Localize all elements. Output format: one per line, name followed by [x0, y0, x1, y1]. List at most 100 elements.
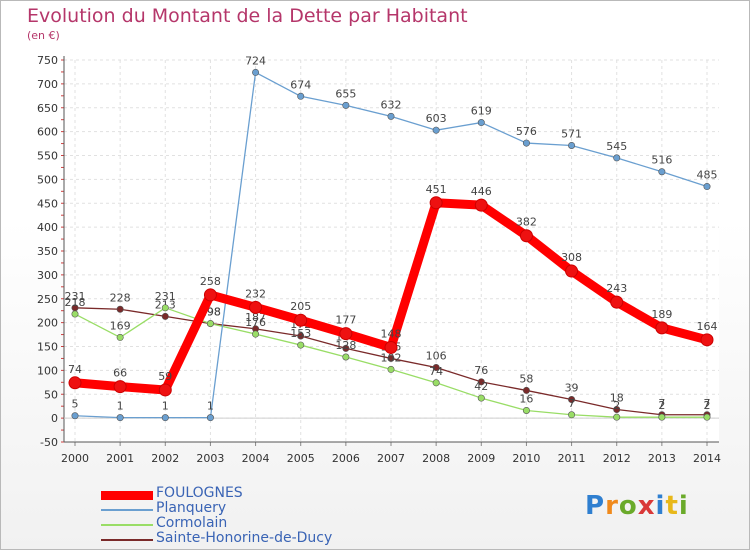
data-label-foulognes: 258	[200, 275, 221, 288]
data-label-planquery: 1	[207, 400, 214, 413]
data-label-sainte-honorine-de-ducy: 187	[245, 311, 266, 324]
logo-letter: r	[605, 491, 619, 521]
data-label-cormolain: 16	[519, 392, 533, 405]
data-label-planquery: 674	[290, 78, 311, 91]
data-label-cormolain: 176	[245, 316, 266, 329]
data-label-cormolain: 2	[613, 399, 620, 412]
data-label-planquery: 5	[72, 398, 79, 411]
data-point-foulognes	[68, 376, 82, 390]
data-label-sainte-honorine-de-ducy: 39	[565, 382, 579, 395]
data-label-cormolain: 128	[335, 339, 356, 352]
logo-letter: i	[655, 491, 666, 521]
data-label-planquery: 485	[697, 169, 718, 182]
data-label-foulognes: 66	[113, 367, 127, 380]
data-point-cormolain	[613, 413, 621, 421]
legend-swatch	[101, 509, 153, 511]
data-point-planquery	[522, 139, 530, 147]
data-point-sainte-honorine-de-ducy	[613, 406, 621, 414]
data-label-foulognes: 451	[426, 183, 447, 196]
data-point-sainte-honorine-de-ducy	[477, 378, 485, 386]
data-label-sainte-honorine-de-ducy: 58	[519, 372, 533, 385]
data-label-foulognes: 446	[471, 185, 492, 198]
data-label-planquery: 545	[606, 140, 627, 153]
data-label-sainte-honorine-de-ducy: 7	[658, 397, 665, 410]
data-point-cormolain	[432, 379, 440, 387]
data-point-foulognes	[339, 327, 353, 341]
legend-label: Sainte-Honorine-de-Ducy	[156, 530, 333, 546]
data-point-planquery	[432, 126, 440, 134]
data-label-planquery: 619	[471, 105, 492, 118]
logo-letter: P	[585, 491, 606, 521]
data-point-foulognes	[249, 300, 263, 314]
x-tick-label: 2013	[648, 452, 676, 465]
data-label-foulognes: 189	[651, 308, 672, 321]
data-point-cormolain	[568, 411, 576, 419]
proxiti-logo: Proxiti	[585, 491, 689, 521]
x-tick-label: 2011	[558, 452, 586, 465]
data-point-cormolain	[116, 333, 124, 341]
data-point-cormolain	[71, 310, 79, 318]
data-label-planquery: 603	[426, 112, 447, 125]
data-point-cormolain	[658, 413, 666, 421]
data-point-foulognes	[519, 229, 533, 243]
y-tick-label: 0	[51, 412, 58, 425]
data-point-planquery	[71, 412, 79, 420]
legend-label: Cormolain	[156, 515, 228, 531]
data-point-cormolain	[477, 394, 485, 402]
data-label-foulognes: 148	[381, 327, 402, 340]
data-point-cormolain	[342, 353, 350, 361]
data-label-cormolain: 169	[110, 319, 131, 332]
data-label-foulognes: 59	[158, 370, 172, 383]
y-tick-label: 300	[37, 269, 58, 282]
data-point-cormolain	[387, 365, 395, 373]
data-label-planquery: 571	[561, 127, 582, 140]
data-label-sainte-honorine-de-ducy: 76	[474, 364, 488, 377]
data-point-planquery	[613, 154, 621, 162]
y-tick-label: 100	[37, 364, 58, 377]
data-point-planquery	[161, 414, 169, 422]
y-tick-label: 200	[37, 317, 58, 330]
x-tick-label: 2001	[106, 452, 134, 465]
data-label-planquery: 632	[381, 98, 402, 111]
y-tick-label: -50	[40, 436, 58, 449]
data-label-planquery: 724	[245, 54, 266, 67]
data-label-sainte-honorine-de-ducy: 228	[110, 291, 131, 304]
data-point-planquery	[252, 68, 260, 76]
data-label-planquery: 1	[162, 400, 169, 413]
data-label-sainte-honorine-de-ducy: 106	[426, 350, 447, 363]
y-tick-label: 250	[37, 293, 58, 306]
data-point-planquery	[568, 141, 576, 149]
chart-title: Evolution du Montant de la Dette par Hab…	[27, 5, 468, 27]
y-tick-label: 150	[37, 341, 58, 354]
y-tick-label: 550	[37, 150, 58, 163]
data-point-foulognes	[474, 198, 488, 212]
chart-subtitle: (en €)	[27, 29, 60, 42]
data-label-sainte-honorine-de-ducy: 7	[704, 397, 711, 410]
data-label-foulognes: 205	[290, 300, 311, 313]
x-tick-label: 2002	[151, 452, 179, 465]
legend-swatch	[101, 539, 153, 541]
logo-letter: o	[618, 491, 638, 521]
data-point-planquery	[116, 414, 124, 422]
x-tick-label: 2012	[603, 452, 631, 465]
data-label-foulognes: 177	[335, 314, 356, 327]
data-point-planquery	[658, 168, 666, 176]
x-tick-label: 2009	[467, 452, 495, 465]
data-point-foulognes	[384, 340, 398, 354]
data-label-foulognes: 232	[245, 287, 266, 300]
data-point-foulognes	[158, 383, 172, 397]
x-tick-label: 2004	[242, 452, 270, 465]
data-label-foulognes: 308	[561, 251, 582, 264]
y-tick-label: 400	[37, 221, 58, 234]
data-point-planquery	[297, 92, 305, 100]
y-tick-label: 500	[37, 173, 58, 186]
data-point-cormolain	[703, 413, 711, 421]
data-point-planquery	[206, 414, 214, 422]
y-tick-label: 700	[37, 78, 58, 91]
data-label-cormolain: 231	[155, 290, 176, 303]
data-point-planquery	[387, 112, 395, 120]
data-point-foulognes	[294, 313, 308, 327]
x-tick-label: 2007	[377, 452, 405, 465]
data-label-cormolain: 2	[704, 399, 711, 412]
